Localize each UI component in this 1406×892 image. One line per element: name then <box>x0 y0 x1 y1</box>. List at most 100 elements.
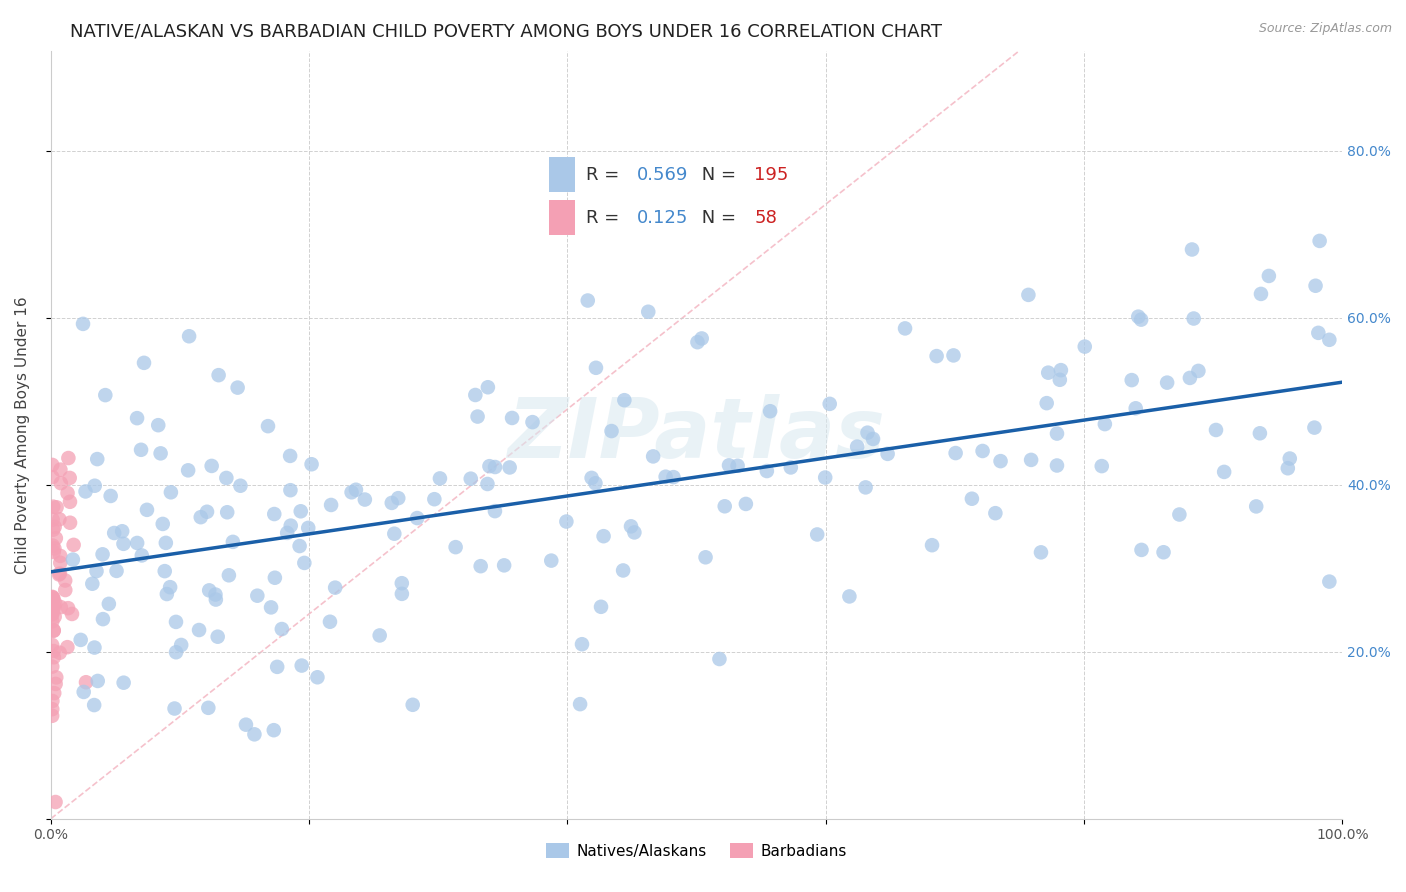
Point <box>1156 376 1178 390</box>
Text: NATIVE/ALASKAN VS BARBADIAN CHILD POVERTY AMONG BOYS UNDER 16 CORRELATION CHART: NATIVE/ALASKAN VS BARBADIAN CHILD POVERT… <box>70 22 942 40</box>
Point <box>592 529 614 543</box>
Point <box>42 624 65 638</box>
Point <box>477 380 499 394</box>
Point <box>41 513 63 527</box>
Point <box>876 447 898 461</box>
Point <box>132 356 155 370</box>
Point <box>569 697 592 711</box>
Point <box>581 471 603 485</box>
Point <box>690 331 713 345</box>
Point <box>59 495 82 509</box>
Point <box>1249 426 1271 441</box>
Point <box>406 511 429 525</box>
Point <box>266 660 288 674</box>
Point <box>83 698 105 712</box>
Point <box>190 510 212 524</box>
Legend: Natives/Alaskans, Barbadians: Natives/Alaskans, Barbadians <box>540 837 853 865</box>
Point <box>260 600 283 615</box>
Point <box>49 462 72 476</box>
Point <box>1244 500 1267 514</box>
Point <box>637 304 659 318</box>
Point <box>165 615 187 629</box>
Point <box>125 411 148 425</box>
Point <box>41 708 63 723</box>
Text: 0.569: 0.569 <box>637 166 689 184</box>
Point <box>297 521 319 535</box>
Point <box>1046 426 1069 441</box>
Point <box>1277 461 1299 475</box>
Point <box>589 599 612 614</box>
Point <box>41 607 63 621</box>
Point <box>654 469 676 483</box>
Point <box>423 492 446 507</box>
Point <box>44 541 66 556</box>
Point <box>82 576 104 591</box>
Point <box>129 442 152 457</box>
Point <box>555 515 578 529</box>
Point <box>846 440 869 454</box>
Point <box>48 567 70 582</box>
Point <box>62 552 84 566</box>
Point <box>460 472 482 486</box>
Point <box>73 685 96 699</box>
Point <box>1121 373 1143 387</box>
Point <box>91 547 114 561</box>
Point <box>41 591 63 605</box>
Point <box>56 601 79 615</box>
Point <box>41 638 63 652</box>
Point <box>100 489 122 503</box>
Point <box>391 576 413 591</box>
Point <box>205 592 228 607</box>
Point <box>945 446 967 460</box>
Point <box>1213 465 1236 479</box>
Point <box>695 550 717 565</box>
Point <box>484 460 506 475</box>
Point <box>42 539 65 553</box>
Point <box>759 404 782 418</box>
Point <box>229 479 252 493</box>
Point <box>942 348 965 362</box>
Point <box>41 607 63 622</box>
Point <box>288 539 311 553</box>
Point <box>49 600 72 615</box>
Point <box>41 470 63 484</box>
Point <box>921 538 943 552</box>
Point <box>41 458 63 472</box>
Point <box>382 526 405 541</box>
Point <box>188 623 211 637</box>
Text: 195: 195 <box>755 166 789 184</box>
Point <box>112 537 135 551</box>
Point <box>494 558 516 573</box>
Point <box>72 317 94 331</box>
Point <box>75 675 97 690</box>
Point <box>402 698 425 712</box>
Point <box>41 590 63 604</box>
Point <box>257 419 280 434</box>
Point <box>1317 333 1340 347</box>
Point <box>290 504 312 518</box>
Point <box>41 694 63 708</box>
Point <box>42 591 65 606</box>
Point <box>1257 268 1279 283</box>
Point <box>75 484 97 499</box>
Point <box>177 463 200 477</box>
Point <box>41 659 63 673</box>
Point <box>87 673 110 688</box>
Point <box>48 512 70 526</box>
Point <box>97 597 120 611</box>
Point <box>195 505 218 519</box>
Point <box>131 549 153 563</box>
Point <box>1019 453 1042 467</box>
Point <box>207 630 229 644</box>
Y-axis label: Child Poverty Among Boys Under 16: Child Poverty Among Boys Under 16 <box>15 296 30 574</box>
Point <box>1205 423 1227 437</box>
Point <box>45 677 67 691</box>
Point <box>540 553 562 567</box>
Point <box>280 518 302 533</box>
Point <box>470 559 492 574</box>
Text: 58: 58 <box>755 209 778 227</box>
Point <box>153 564 176 578</box>
Point <box>156 587 179 601</box>
Point <box>152 516 174 531</box>
Point <box>263 723 285 738</box>
